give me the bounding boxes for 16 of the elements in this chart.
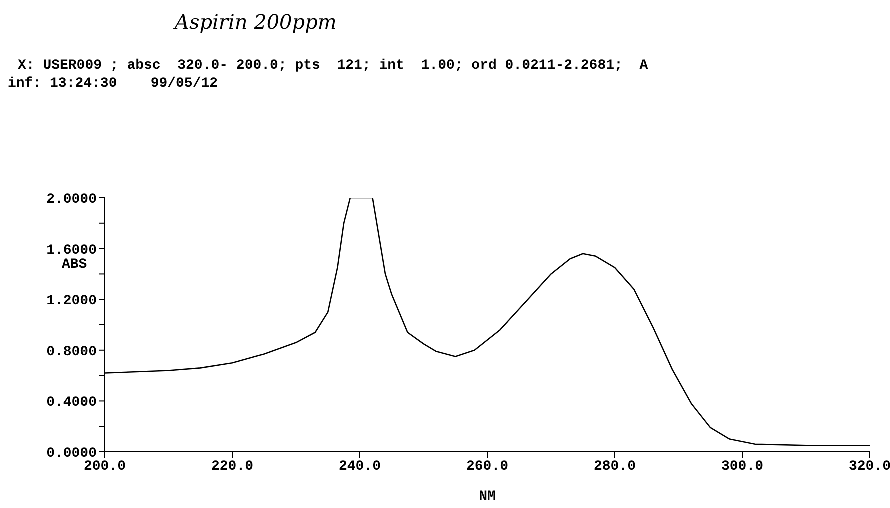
y-tick-label: 0.4000 [46, 395, 97, 412]
x-tick-label: 260.0 [466, 458, 509, 475]
y-tick-label: 1.2000 [46, 294, 97, 310]
x-tick-label: 240.0 [338, 458, 382, 475]
x-tick-label: 220.0 [211, 458, 254, 475]
text: inf: 13:24:30 99/05/12 [8, 76, 218, 92]
y-tick-label: 2.0000 [46, 192, 97, 208]
x-tick-label: 300.0 [721, 458, 764, 475]
chart-title: Aspirin 200ppm [175, 10, 337, 34]
chart-subtitle: X: USER009 ; absc 320.0- 200.0; pts 121; int 1.00; ord 0.0211-2.2681; A [18, 58, 648, 74]
x-tick-label: 280.0 [594, 458, 636, 475]
y-tick-label: 1.6000 [46, 242, 97, 259]
y-tick-label: 0.8000 [46, 344, 97, 360]
x-axis-title: NM [479, 489, 496, 505]
x-tick-label: 320.0 [848, 458, 890, 475]
y-axis-title: ABS [62, 257, 88, 273]
